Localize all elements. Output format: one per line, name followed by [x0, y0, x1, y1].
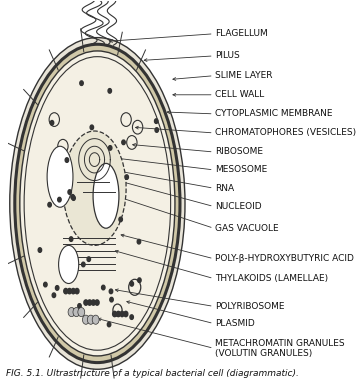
Circle shape: [113, 311, 117, 317]
Text: METACHROMATIN GRANULES
(VOLUTIN GRANULES): METACHROMATIN GRANULES (VOLUTIN GRANULES…: [215, 339, 345, 358]
Circle shape: [71, 308, 75, 313]
Text: RIBOSOME: RIBOSOME: [215, 147, 263, 156]
Circle shape: [116, 311, 120, 317]
Text: THYLAKOIDS (LAMELLAE): THYLAKOIDS (LAMELLAE): [215, 274, 328, 283]
Text: CYTOPLASMIC MEMBRANE: CYTOPLASMIC MEMBRANE: [215, 109, 333, 118]
Circle shape: [137, 239, 141, 244]
Circle shape: [82, 262, 85, 267]
Circle shape: [69, 237, 73, 242]
Circle shape: [50, 121, 54, 125]
Ellipse shape: [20, 51, 175, 356]
Circle shape: [155, 128, 158, 132]
Text: GAS VACUOLE: GAS VACUOLE: [215, 224, 279, 233]
Circle shape: [68, 288, 72, 294]
Ellipse shape: [93, 164, 119, 228]
Circle shape: [78, 304, 81, 308]
Circle shape: [90, 125, 94, 130]
Ellipse shape: [47, 146, 73, 207]
Circle shape: [82, 315, 89, 324]
Circle shape: [73, 308, 80, 317]
Circle shape: [71, 288, 75, 294]
Circle shape: [119, 217, 122, 222]
Circle shape: [75, 288, 79, 294]
Text: MESOSOME: MESOSOME: [215, 166, 267, 174]
Circle shape: [108, 89, 112, 93]
Text: NUCLEOID: NUCLEOID: [215, 202, 262, 211]
Circle shape: [109, 289, 113, 294]
Text: SLIME LAYER: SLIME LAYER: [215, 71, 273, 80]
Text: RNA: RNA: [215, 184, 234, 193]
Circle shape: [64, 288, 68, 294]
Circle shape: [138, 278, 141, 283]
Text: PILUS: PILUS: [215, 51, 240, 60]
Circle shape: [125, 175, 129, 179]
Text: FLAGELLUM: FLAGELLUM: [215, 29, 268, 38]
Text: CHROMATOPHORES (VESICLES): CHROMATOPHORES (VESICLES): [215, 128, 356, 137]
Circle shape: [52, 293, 56, 298]
Circle shape: [124, 311, 128, 317]
Ellipse shape: [15, 44, 180, 362]
Ellipse shape: [63, 131, 126, 245]
Circle shape: [130, 315, 134, 319]
Circle shape: [80, 81, 83, 86]
Ellipse shape: [59, 245, 79, 283]
Circle shape: [130, 281, 134, 286]
Text: FIG. 5.1. Ultrastructure of a typical bacterial cell (diagrammatic).: FIG. 5.1. Ultrastructure of a typical ba…: [5, 369, 298, 378]
Circle shape: [87, 257, 90, 262]
Ellipse shape: [10, 38, 185, 369]
Circle shape: [92, 315, 99, 324]
Circle shape: [55, 286, 59, 290]
Circle shape: [87, 300, 92, 305]
Text: CELL WALL: CELL WALL: [215, 90, 264, 99]
Text: PLASMID: PLASMID: [215, 319, 255, 328]
Circle shape: [120, 311, 124, 317]
Circle shape: [65, 158, 69, 162]
Circle shape: [68, 190, 71, 194]
Circle shape: [78, 308, 85, 317]
Circle shape: [71, 195, 75, 199]
Circle shape: [72, 196, 75, 200]
Circle shape: [48, 202, 51, 207]
Circle shape: [68, 308, 75, 317]
Circle shape: [122, 140, 125, 145]
Circle shape: [58, 197, 61, 202]
Circle shape: [84, 300, 88, 305]
Circle shape: [38, 248, 42, 252]
Circle shape: [44, 282, 47, 287]
Circle shape: [95, 300, 99, 305]
Circle shape: [107, 322, 111, 327]
Text: POLYRIBOSOME: POLYRIBOSOME: [215, 302, 285, 311]
Circle shape: [102, 285, 105, 290]
Circle shape: [91, 300, 95, 305]
Text: POLY-β-HYDROXYBUTYRIC ACID: POLY-β-HYDROXYBUTYRIC ACID: [215, 254, 354, 263]
Circle shape: [110, 297, 113, 302]
Circle shape: [108, 146, 112, 150]
Circle shape: [87, 315, 94, 324]
Circle shape: [154, 119, 158, 123]
